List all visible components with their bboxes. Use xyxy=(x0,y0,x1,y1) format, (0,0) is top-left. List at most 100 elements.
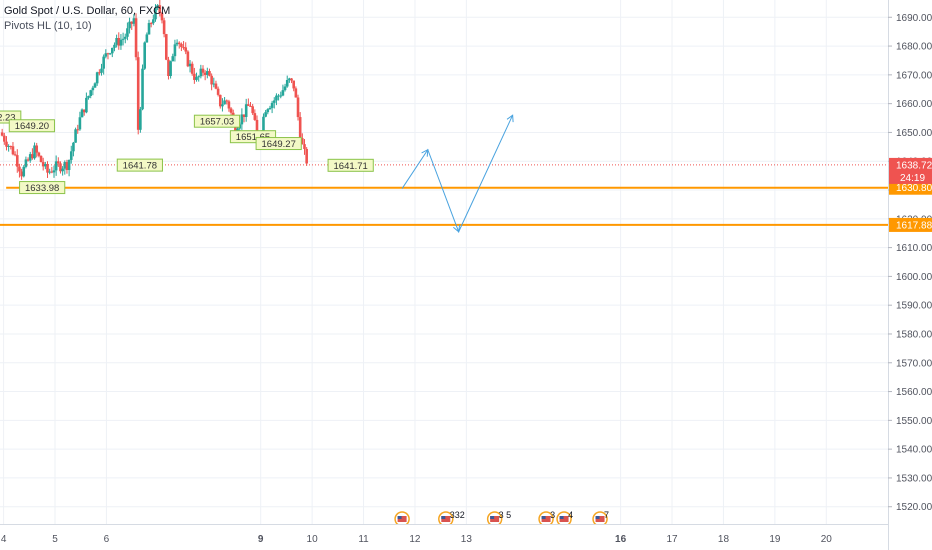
candle-body[interactable] xyxy=(132,18,136,24)
candle-body[interactable] xyxy=(294,88,298,98)
candles[interactable] xyxy=(0,0,308,180)
candle-body[interactable] xyxy=(37,152,41,156)
candle-body[interactable] xyxy=(182,47,185,49)
candle-body[interactable] xyxy=(296,97,300,118)
economic-events[interactable]: 332 3 5 3 4 7 xyxy=(394,510,609,527)
price-axis[interactable]: 1520.00 1530.00 1540.00 1550.00 1560.00 1570.… xyxy=(888,0,932,550)
candle-body[interactable] xyxy=(208,71,211,76)
candle-body[interactable] xyxy=(147,23,151,35)
candle-body[interactable] xyxy=(102,56,105,69)
candle-body[interactable] xyxy=(11,146,15,155)
candle-body[interactable] xyxy=(13,154,17,156)
candle-body[interactable] xyxy=(227,101,231,109)
candle-body[interactable] xyxy=(193,73,196,80)
candle-body[interactable] xyxy=(221,104,224,107)
candle-body[interactable] xyxy=(171,56,175,62)
candle-body[interactable] xyxy=(214,83,218,89)
candle-body[interactable] xyxy=(117,38,121,46)
candle-body[interactable] xyxy=(130,21,134,24)
candle-body[interactable] xyxy=(74,129,77,143)
candle-body[interactable] xyxy=(44,164,47,167)
candle-body[interactable] xyxy=(139,109,142,130)
candle-body[interactable] xyxy=(288,78,291,81)
candle-body[interactable] xyxy=(223,100,226,105)
event-flag[interactable]: 3 5 xyxy=(486,510,512,527)
candle-body[interactable] xyxy=(249,105,252,107)
candle-body[interactable] xyxy=(9,146,13,148)
candle-body[interactable] xyxy=(33,145,36,159)
candle-body[interactable] xyxy=(141,68,144,110)
candle-body[interactable] xyxy=(305,148,308,164)
candle-body[interactable] xyxy=(255,119,259,134)
candle-body[interactable] xyxy=(251,106,254,114)
event-flag[interactable]: 3 xyxy=(538,510,555,527)
candle-body[interactable] xyxy=(266,109,270,113)
support-price-tag[interactable] xyxy=(889,180,932,195)
candle-body[interactable] xyxy=(80,109,84,118)
candle-body[interactable] xyxy=(169,61,172,76)
candle-body[interactable] xyxy=(275,95,278,101)
candle-body[interactable] xyxy=(216,88,220,95)
candle-body[interactable] xyxy=(93,83,97,88)
candle-body[interactable] xyxy=(121,38,125,40)
candle-body[interactable] xyxy=(72,142,75,152)
candle-body[interactable] xyxy=(277,95,280,97)
candle-body[interactable] xyxy=(195,77,198,80)
candle-body[interactable] xyxy=(46,164,49,173)
candle-body[interactable] xyxy=(190,63,194,74)
candle-body[interactable] xyxy=(152,19,155,24)
projection-line[interactable] xyxy=(401,114,514,234)
candle-body[interactable] xyxy=(285,80,289,87)
candle-body[interactable] xyxy=(247,104,250,106)
candle-body[interactable] xyxy=(123,36,127,39)
candle-body[interactable] xyxy=(110,47,114,54)
candle-body[interactable] xyxy=(24,159,28,167)
candle-body[interactable] xyxy=(69,151,73,160)
candle-body[interactable] xyxy=(283,86,287,91)
candle-body[interactable] xyxy=(134,18,138,58)
candle-body[interactable] xyxy=(180,43,183,48)
candle-body[interactable] xyxy=(31,154,34,159)
candle-body[interactable] xyxy=(119,39,123,46)
candle-body[interactable] xyxy=(89,90,93,96)
candle-body[interactable] xyxy=(229,108,233,113)
candle-body[interactable] xyxy=(59,163,62,172)
candle-body[interactable] xyxy=(164,34,168,60)
candle-body[interactable] xyxy=(136,57,140,130)
candle-body[interactable] xyxy=(158,5,162,13)
candle-body[interactable] xyxy=(177,42,181,44)
candle-body[interactable] xyxy=(292,80,296,89)
candle-body[interactable] xyxy=(272,100,276,103)
candle-body[interactable] xyxy=(57,161,60,164)
candle-body[interactable] xyxy=(67,159,71,170)
support-price-tag[interactable] xyxy=(889,217,932,232)
candle-body[interactable] xyxy=(156,5,159,8)
candle-body[interactable] xyxy=(290,78,293,81)
candle-body[interactable] xyxy=(78,117,82,130)
candle-body[interactable] xyxy=(281,90,285,96)
candle-body[interactable] xyxy=(175,42,179,45)
candle-body[interactable] xyxy=(52,170,56,173)
candle-body[interactable] xyxy=(35,145,39,153)
candle-body[interactable] xyxy=(100,68,103,73)
candle-body[interactable] xyxy=(218,94,222,107)
candle-body[interactable] xyxy=(303,144,306,149)
last-price-tag[interactable] xyxy=(889,157,932,184)
candle-body[interactable] xyxy=(162,20,166,35)
candle-body[interactable] xyxy=(184,47,188,52)
candle-body[interactable] xyxy=(5,141,8,147)
support-lines[interactable] xyxy=(0,186,888,226)
candle-body[interactable] xyxy=(54,161,58,171)
candle-body[interactable] xyxy=(201,68,205,73)
candle-body[interactable] xyxy=(41,162,45,167)
event-flag[interactable] xyxy=(394,511,410,527)
candle-body[interactable] xyxy=(91,87,95,91)
candle-body[interactable] xyxy=(113,44,116,48)
candle-body[interactable] xyxy=(48,171,51,173)
candle-body[interactable] xyxy=(98,72,101,74)
candle-body[interactable] xyxy=(149,23,153,25)
candle-body[interactable] xyxy=(197,76,200,78)
candle-body[interactable] xyxy=(212,83,216,85)
candle-body[interactable] xyxy=(7,146,10,148)
